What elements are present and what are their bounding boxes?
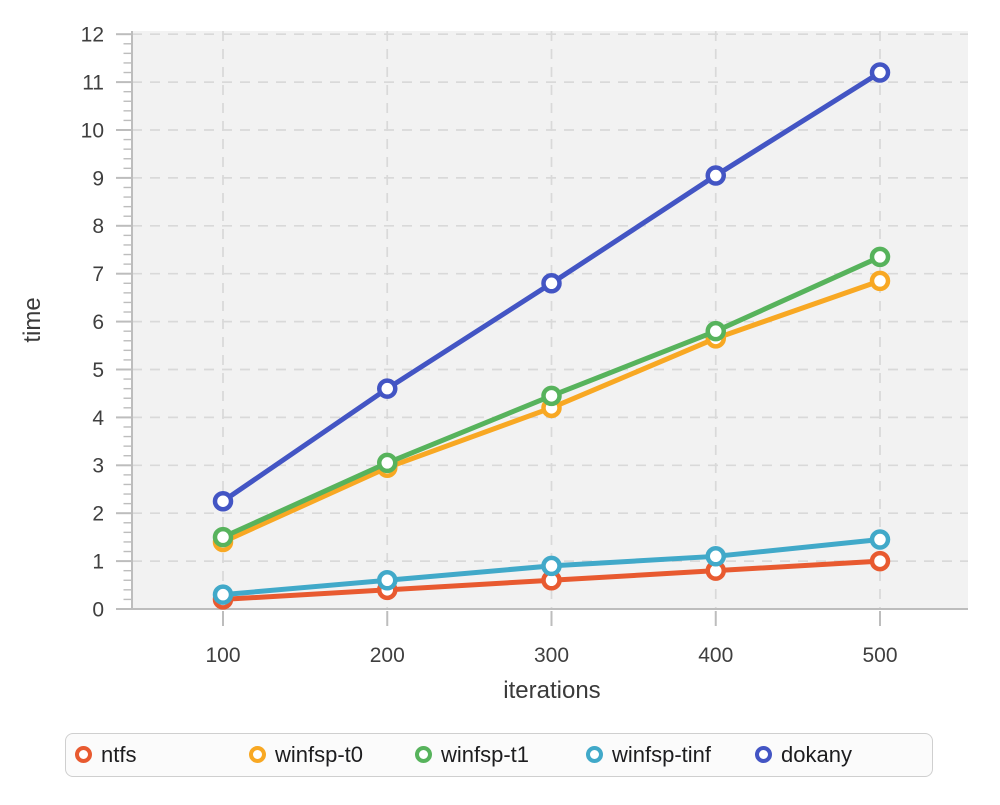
- legend-item-dokany[interactable]: dokany: [755, 734, 852, 775]
- winfsp-tinf-marker-icon: [586, 746, 603, 763]
- y-tick-label-3: 3: [92, 455, 104, 478]
- marker-winfsp-tinf-200: [377, 570, 398, 591]
- marker-winfsp-t1-200: [377, 452, 398, 474]
- y-tick-label-2: 2: [92, 503, 104, 526]
- marker-winfsp-tinf-500: [869, 529, 891, 550]
- winfsp-t1-marker-icon: [415, 746, 432, 763]
- marker-dokany-100: [212, 490, 234, 512]
- legend-label-winfsp-t0: winfsp-t0: [275, 741, 364, 767]
- legend-item-winfsp-tinf[interactable]: winfsp-tinf: [586, 734, 711, 775]
- marker-dokany-500: [869, 62, 891, 83]
- marker-dokany-400: [705, 165, 726, 186]
- marker-winfsp-t1-300: [541, 385, 562, 407]
- winfsp-t0-marker-icon: [249, 746, 266, 763]
- y-tick-label-1: 1: [92, 550, 104, 573]
- x-tick-label-100: 100: [205, 644, 240, 667]
- legend-item-winfsp-t1[interactable]: winfsp-t1: [415, 734, 529, 775]
- marker-winfsp-t1-400: [705, 320, 726, 342]
- y-tick-label-4: 4: [92, 407, 104, 430]
- y-tick-label-9: 9: [92, 167, 104, 190]
- y-tick-label-8: 8: [92, 215, 104, 238]
- legend-label-dokany: dokany: [781, 741, 852, 767]
- y-tick-label-0: 0: [92, 598, 104, 621]
- dokany-marker-icon: [755, 746, 772, 763]
- x-tick-label-400: 400: [698, 644, 733, 667]
- legend-label-ntfs: ntfs: [101, 741, 137, 767]
- marker-dokany-200: [377, 378, 398, 399]
- ntfs-marker-icon: [75, 746, 92, 763]
- legend-label-winfsp-t1: winfsp-t1: [441, 741, 530, 767]
- x-tick-label-500: 500: [862, 644, 897, 667]
- marker-winfsp-t0-500: [869, 270, 891, 292]
- y-tick-label-5: 5: [92, 359, 104, 382]
- y-axis-title: time: [19, 297, 46, 342]
- y-tick-label-12: 12: [81, 24, 104, 47]
- x-axis-title: iterations: [503, 677, 600, 704]
- legend-label-winfsp-tinf: winfsp-tinf: [612, 741, 712, 767]
- x-tick-label-300: 300: [534, 644, 569, 667]
- marker-winfsp-tinf-100: [212, 584, 234, 605]
- y-tick-label-7: 7: [92, 263, 104, 286]
- chart-legend: ntfs winfsp-t0 winfsp-t1 winfsp-tinf dokany: [65, 733, 933, 777]
- legend-item-winfsp-t0[interactable]: winfsp-t0: [249, 734, 363, 775]
- marker-winfsp-tinf-300: [541, 555, 562, 577]
- marker-ntfs-500: [869, 550, 891, 572]
- marker-winfsp-t1-100: [212, 526, 234, 548]
- marker-winfsp-tinf-400: [705, 546, 726, 567]
- y-tick-label-10: 10: [81, 119, 104, 142]
- y-tick-label-11: 11: [82, 71, 104, 94]
- legend-item-ntfs[interactable]: ntfs: [75, 734, 136, 775]
- marker-winfsp-t1-500: [869, 246, 891, 268]
- marker-dokany-300: [541, 273, 562, 294]
- y-tick-label-6: 6: [92, 311, 104, 334]
- x-tick-label-200: 200: [370, 644, 405, 667]
